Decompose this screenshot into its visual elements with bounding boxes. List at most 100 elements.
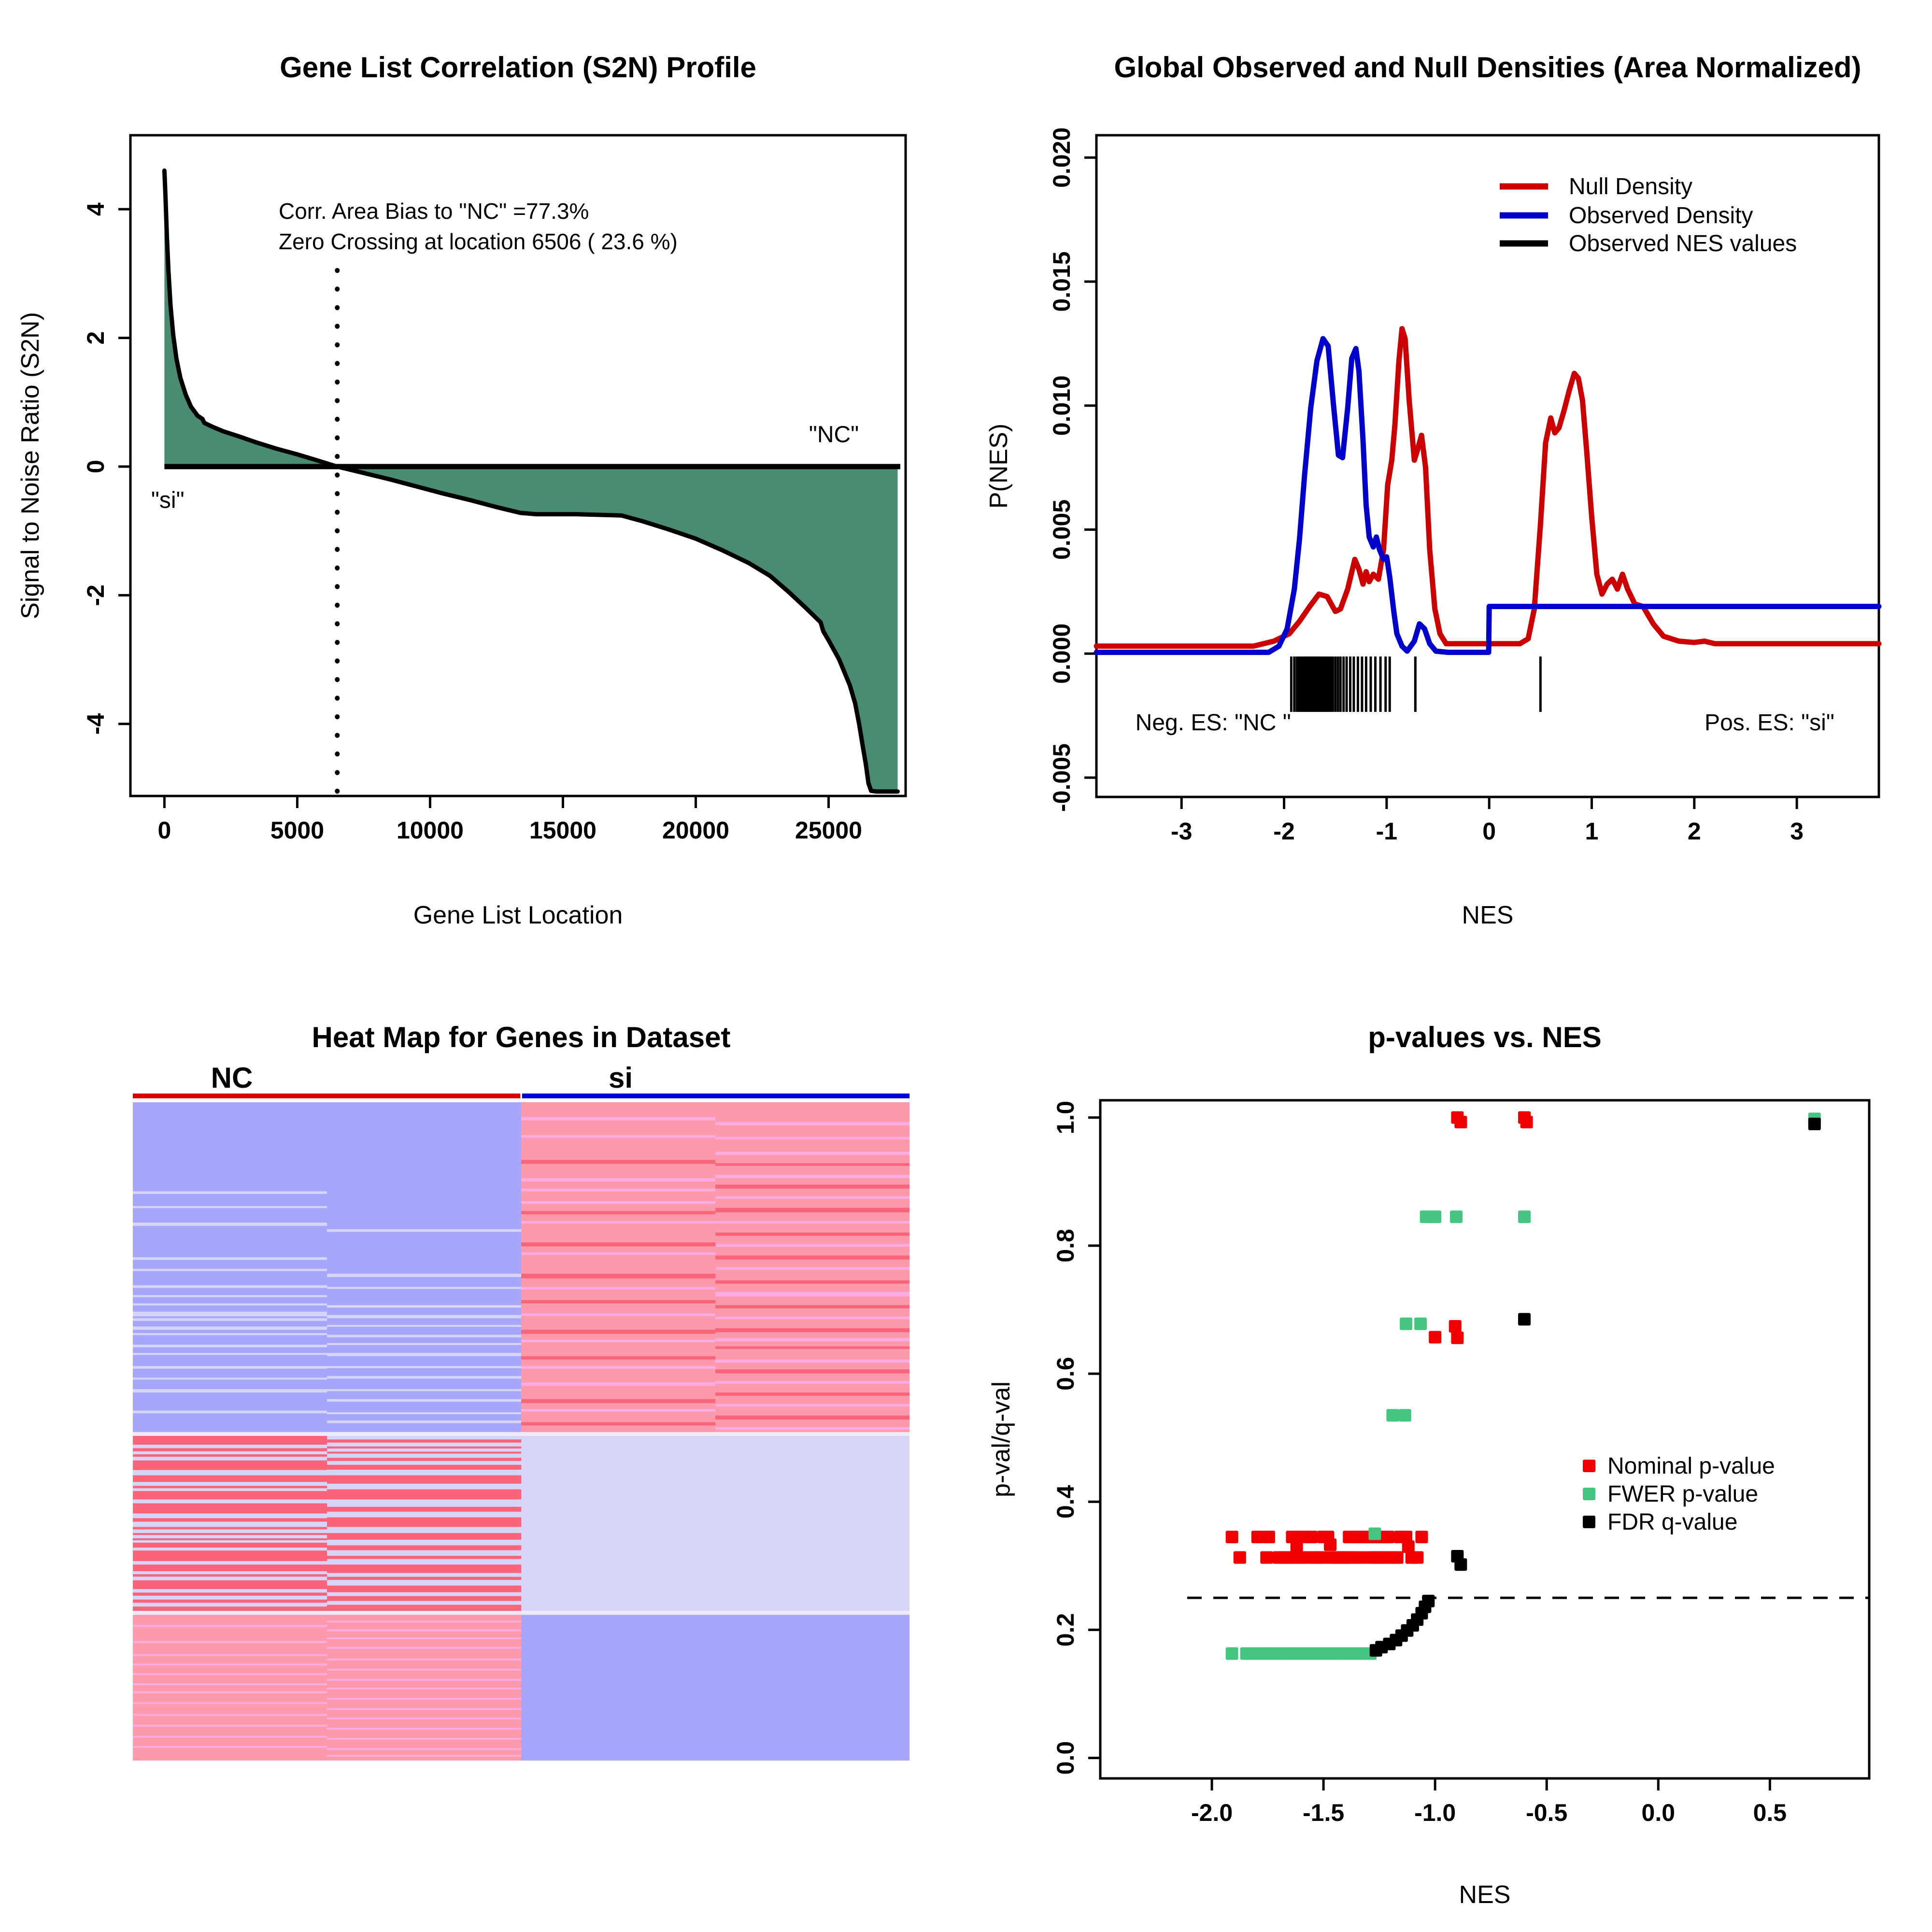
panel3-heatmap-block-separator [133,1432,909,1436]
panel3-heatmap-block1-col3-stripe [521,1117,715,1121]
panel3-heatmap-block1-col1-stripe [133,1389,327,1392]
panel3-heatmap-block2-col2-stripe [327,1517,521,1527]
panel4-y-tick-label: 0.8 [1052,1229,1079,1263]
panel3-heatmap-block1-col3-stripe [521,1339,715,1343]
panel3-heatmap-block2-col2-stripe [327,1605,521,1611]
panel3-heatmap-block2-col1-stripe [133,1454,327,1457]
panel3-heatmap-block2-col1-stripe [133,1527,327,1530]
panel3-heatmap-block2-col1-stripe [133,1580,327,1589]
panel4-x-axis-title: NES [1459,1881,1511,1909]
panel3-heatmap-block3-col2-stripe [327,1688,521,1690]
panel3-heatmap-block3-col1-stripe [133,1691,327,1693]
panel4-point-nominal-p-value [1290,1540,1303,1553]
panel3-heatmap-block1-col4-stripe [715,1392,909,1396]
panel3-heatmap-block1-col4-stripe [715,1244,909,1247]
panel3-heatmap-block3-col3-base [521,1615,715,1761]
panel2-x-tick-label: -1 [1376,818,1397,845]
panel3-heatmap-block1-col3-stripe [521,1274,715,1279]
panel3-heatmap-block2-col3-base [521,1435,715,1611]
panel2-y-tick-label: 0.005 [1048,499,1075,560]
panel4-point-nominal-p-value [1233,1551,1246,1564]
panel3-heatmap-block2-col2-stripe [327,1506,521,1512]
panel3-heatmap-block1-col1-stripe [133,1378,327,1380]
panel3-heatmap-block3-col1-stripe [133,1663,327,1666]
panel2-box [1095,134,1880,798]
panel3-heatmap-block3-col1-stripe [133,1683,327,1686]
panel4-box [1099,1099,1871,1780]
panel3-heatmap-block3-col2-stripe [327,1738,521,1740]
panel3-group-label-si: si [609,1062,633,1094]
panel3-heatmap-block1-col4-stripe [715,1151,909,1155]
panel4-point-fwer-p-value [1518,1210,1531,1223]
panel4-y-axis-title: p-val/q-val [987,1381,1015,1497]
panel3-heatmap-block2-col2-stripe [327,1475,521,1484]
panel4-point-fwer-p-value [1225,1647,1238,1660]
panel2-x-tick-label: 1 [1585,818,1599,845]
panel1-y-tick-label: -2 [82,584,109,606]
panel4-point-nominal-p-value [1429,1331,1442,1344]
panel3-heatmap-block1-col4-stripe [715,1163,909,1166]
panel3-heatmap-block2-col1-stripe [133,1574,327,1577]
panel4-point-nominal-p-value [1262,1531,1275,1544]
panel4-point-nominal-p-value [1305,1531,1318,1544]
panel2-legend-label-1: Null Density [1569,174,1692,199]
panel3-heatmap-block1-col3-stripe [521,1330,715,1334]
panel1-nc-label: "NC" [809,422,859,447]
panel3-heatmap-block2-col2-stripe [327,1556,521,1559]
panel3-heatmap-block3-col1-stripe [133,1746,327,1748]
panel3-heatmap-block3-col1-stripe [133,1641,327,1643]
panel3-heatmap-block1-col3-stripe [521,1135,715,1138]
panel3-heatmap-block2-col1-stripe [133,1542,327,1548]
panel1-x-tick-label: 0 [157,817,171,844]
panel1-title: Gene List Correlation (S2N) Profile [280,51,756,84]
panel3-heatmap-block2-col4-base [715,1435,909,1611]
panel2-neg-es-label: Neg. ES: "NC " [1136,710,1291,736]
panel3-heatmap-block3-col2-stripe [327,1748,521,1750]
panel4-point-fwer-p-value [1400,1317,1413,1330]
panel3-heatmap-block1-col4-stripe [715,1404,909,1407]
panel3-heatmap-block3-col2-stripe [327,1647,521,1649]
panel1-x-axis-title: Gene List Location [413,901,623,929]
panel4-point-nominal-p-value [1225,1531,1238,1544]
panel3-heatmap-block1-col2-stripe [327,1315,521,1319]
panel2-y-tick-label: 0.000 [1048,624,1075,684]
panel3-heatmap-block1-col2-stripe [327,1353,521,1356]
panel2-null-density-curve [1094,326,1882,649]
panel4-point-nominal-p-value [1520,1116,1533,1129]
panel3-heatmap-block1-col2-stripe [327,1335,521,1337]
panel3-heatmap-block1-col1-stripe [133,1410,327,1414]
panel4-point-nominal-p-value [1454,1116,1467,1129]
panel3-heatmap-block2-col2-stripe [327,1451,521,1454]
panel3-heatmap-block1-col1-stripe [133,1344,327,1348]
panel3-nc-group-bar [133,1094,520,1098]
panel3-heatmap-block1-col3-stripe [521,1409,715,1412]
panel1-y-tick-label: 4 [82,202,109,216]
panel3-heatmap-block1-col4-stripe [715,1338,909,1342]
panel4-point-nominal-p-value [1323,1538,1336,1551]
panel3-heatmap-block3-col2-stripe [327,1679,521,1681]
panel2-x-tick-label: -3 [1171,818,1192,845]
panel3-heatmap-block2-col2-stripe [327,1458,521,1461]
panel1-y-tick-label: 2 [82,331,109,345]
panel3-heatmap-block2-col1-stripe [133,1518,327,1522]
panel3-heatmap-block2-col2-stripe [327,1585,521,1592]
panel3-heatmap-block1-col4-stripe [715,1369,909,1374]
panel4-legend-marker-2 [1583,1488,1595,1500]
panel3-heatmap-block1-col2-stripe [327,1389,521,1392]
panel3-heatmap-block2-col1-stripe [133,1592,327,1596]
panel3-heatmap-block2-col2-stripe [327,1489,521,1500]
panel3-heatmap-block1-col4-stripe [715,1427,909,1430]
panel3-heatmap-block1-col2-stripe [327,1376,521,1379]
panel3-heatmap-block1-col4-stripe [715,1292,909,1297]
panel4-legend-marker-1 [1583,1460,1595,1472]
panel3-heatmap-block1-col2-stripe [327,1274,521,1277]
panel3-heatmap-block1-col1-stripe [133,1206,327,1208]
panel2-y-tick-label: 0.010 [1048,375,1075,436]
panel1-y-axis-title: Signal to Noise Ratio (S2N) [16,312,44,619]
panel3-heatmap-block1-col4-stripe [715,1415,909,1420]
panel3-heatmap-block2-col1-stripe [133,1435,327,1445]
panel3-heatmap-block1-col3-stripe [521,1356,715,1360]
panel3-heatmap-block-separator [133,1611,909,1615]
